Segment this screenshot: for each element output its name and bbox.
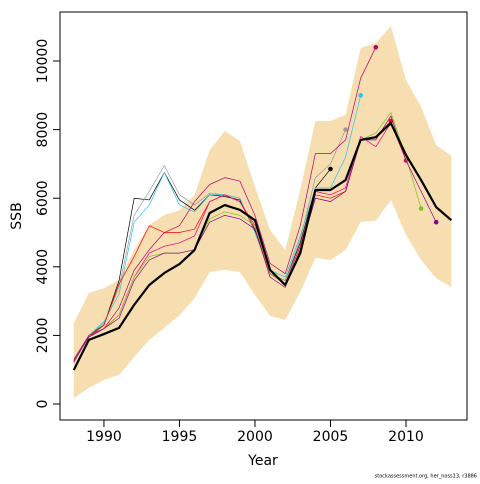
x-tick-label: 2010 (388, 429, 424, 445)
x-tick-label: 1990 (86, 429, 122, 445)
plot-area (72, 26, 453, 399)
x-tick-label: 2000 (237, 429, 273, 445)
series-line (73, 115, 437, 362)
end-marker (343, 127, 348, 132)
y-tick-label: 8000 (35, 112, 51, 148)
y-axis-label: SSB (9, 202, 25, 229)
series-line (72, 121, 453, 371)
end-marker (418, 206, 424, 211)
y-tick-label: 4000 (35, 249, 51, 285)
plot-frame (59, 11, 468, 421)
series-line (73, 47, 377, 360)
footnote: stockassessment.org, her_noss13, r3886 (375, 474, 477, 480)
end-marker (433, 219, 439, 225)
y-tick-label: 2000 (35, 318, 51, 354)
y-tick-label: 10000 (35, 39, 51, 84)
end-marker (328, 166, 333, 172)
end-marker (373, 44, 379, 50)
end-marker (358, 93, 363, 98)
series-line (73, 129, 346, 364)
y-tick-label: 6000 (35, 180, 51, 216)
x-tick-label: 2005 (313, 429, 349, 445)
x-axis-label: Year (247, 453, 278, 469)
y-tick-label: 0 (35, 400, 51, 409)
x-tick-label: 1995 (162, 429, 198, 445)
confidence-band (73, 26, 452, 399)
